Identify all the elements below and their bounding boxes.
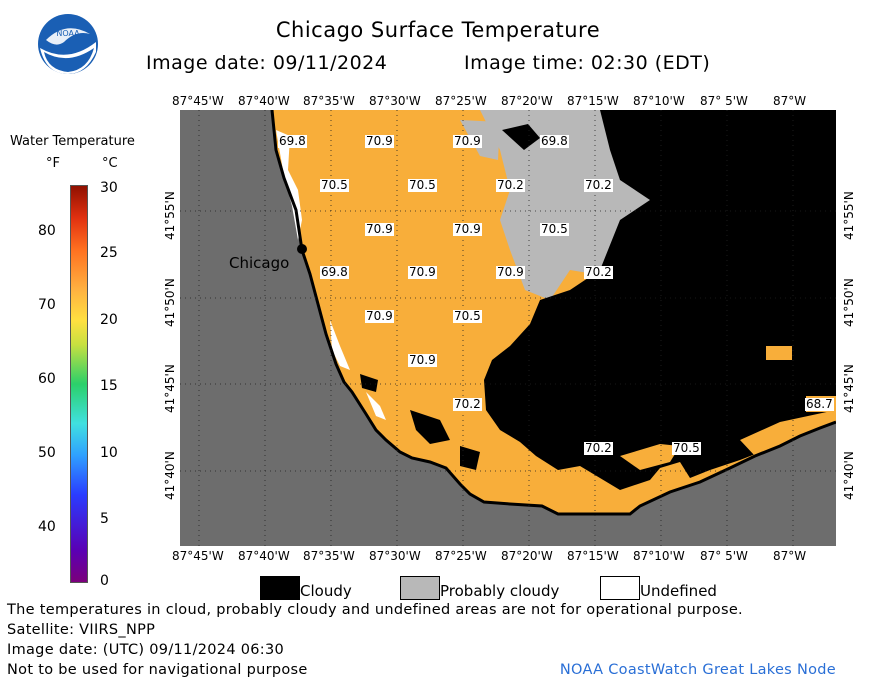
lon-label-top: 87° 5'W: [700, 94, 748, 108]
lat-label-left: 41°45'N: [163, 364, 177, 413]
temp-value: 70.9: [453, 134, 482, 148]
temp-value: 70.5: [672, 441, 701, 455]
lon-label-top: 87°W: [773, 94, 807, 108]
tick-c: 10: [100, 445, 118, 461]
lat-label-right: 41°40'N: [842, 451, 856, 500]
temperature-colorbar: [70, 185, 88, 583]
lon-label-bottom: 87°35'W: [303, 549, 355, 563]
tick-f: 80: [38, 223, 56, 239]
lake-water: [740, 410, 836, 456]
lat-label-left: 41°50'N: [163, 278, 177, 327]
lon-label-bottom: 87°30'W: [369, 549, 421, 563]
utc-date: Image date: (UTC) 09/11/2024 06:30: [7, 642, 285, 658]
lat-label-right: 41°55'N: [842, 191, 856, 240]
cloud-area: [460, 446, 480, 470]
probably-cloudy-swatch: [400, 576, 440, 600]
lon-label-top: 87°40'W: [238, 94, 290, 108]
cloud-area: [360, 374, 378, 392]
temp-value: 70.9: [365, 134, 394, 148]
temp-value: 69.8: [540, 134, 569, 148]
tick-f: 50: [38, 445, 56, 461]
tick-c: 25: [100, 245, 118, 261]
cloudy-swatch: [260, 576, 300, 600]
lon-label-top: 87°15'W: [567, 94, 619, 108]
lon-label-top: 87°25'W: [435, 94, 487, 108]
lon-label-bottom: 87°45'W: [172, 549, 224, 563]
temp-value: 70.9: [408, 265, 437, 279]
lon-label-top: 87°10'W: [633, 94, 685, 108]
cloud-area: [502, 124, 540, 150]
tick-c: 30: [100, 180, 118, 196]
legend-title: Water Temperature: [10, 134, 135, 149]
temp-value: 70.2: [453, 397, 482, 411]
lat-label-right: 41°50'N: [842, 278, 856, 327]
tick-f: 60: [38, 371, 56, 387]
navigation-note: Not to be used for navigational purpose: [7, 662, 308, 678]
lon-label-bottom: 87°40'W: [238, 549, 290, 563]
tick-c: 15: [100, 378, 118, 394]
temp-value: 70.2: [584, 178, 613, 192]
undefined-label: Undefined: [640, 582, 717, 600]
image-date: Image date: 09/11/2024: [146, 52, 388, 74]
temp-value: 68.7: [805, 397, 834, 411]
cloud-area: [484, 110, 836, 490]
svg-text:NOAA: NOAA: [56, 29, 80, 38]
lon-label-bottom: 87° 5'W: [700, 549, 748, 563]
lon-label-bottom: 87°15'W: [567, 549, 619, 563]
satellite-info: Satellite: VIIRS_NPP: [7, 622, 156, 638]
tick-c: 0: [100, 573, 109, 589]
shoreline: [270, 110, 836, 516]
temp-value: 69.8: [278, 134, 307, 148]
temp-value: 70.9: [365, 309, 394, 323]
unit-fahrenheit: °F: [46, 156, 60, 171]
unit-celsius: °C: [102, 156, 118, 171]
lon-label-bottom: 87°25'W: [435, 549, 487, 563]
image-time: Image time: 02:30 (EDT): [464, 52, 711, 74]
lake-water: [620, 444, 680, 470]
tick-c: 20: [100, 312, 118, 328]
noaa-logo: NOAA: [38, 14, 98, 74]
tick-f: 40: [38, 519, 56, 535]
lat-label-left: 41°40'N: [163, 451, 177, 500]
lake-water: [766, 346, 792, 360]
temp-value: 70.5: [320, 178, 349, 192]
temperature-map: [180, 110, 836, 546]
temp-value: 70.2: [496, 178, 525, 192]
temp-value: 70.9: [365, 222, 394, 236]
lon-label-bottom: 87°10'W: [633, 549, 685, 563]
lat-label-right: 41°45'N: [842, 364, 856, 413]
tick-f: 70: [38, 297, 56, 313]
cloudy-label: Cloudy: [300, 582, 352, 600]
lon-label-top: 87°35'W: [303, 94, 355, 108]
credit-label: NOAA CoastWatch Great Lakes Node: [559, 662, 836, 678]
disclaimer-note: The temperatures in cloud, probably clou…: [7, 602, 743, 618]
undefined-area: [330, 320, 350, 370]
lon-label-top: 87°30'W: [369, 94, 421, 108]
temp-value: 70.9: [453, 222, 482, 236]
temp-value: 70.5: [408, 178, 437, 192]
lon-label-bottom: 87°W: [773, 549, 807, 563]
undefined-swatch: [600, 576, 640, 600]
lon-label-top: 87°20'W: [501, 94, 553, 108]
temp-value: 70.9: [496, 265, 525, 279]
lat-label-left: 41°55'N: [163, 191, 177, 240]
temp-value: 70.5: [453, 309, 482, 323]
temp-value: 70.9: [408, 353, 437, 367]
lon-label-bottom: 87°20'W: [501, 549, 553, 563]
page-title: Chicago Surface Temperature: [275, 18, 601, 42]
city-label: Chicago: [229, 254, 290, 272]
tick-c: 5: [100, 511, 109, 527]
cloud-area: [410, 410, 450, 444]
temp-value: 70.5: [540, 222, 569, 236]
undefined-area: [366, 392, 386, 420]
temp-value: 70.2: [584, 265, 613, 279]
lon-label-top: 87°45'W: [172, 94, 224, 108]
chicago-marker: [297, 244, 307, 254]
temp-value: 69.8: [320, 265, 349, 279]
temp-value: 70.2: [584, 441, 613, 455]
probably-cloudy-label: Probably cloudy: [440, 582, 560, 600]
